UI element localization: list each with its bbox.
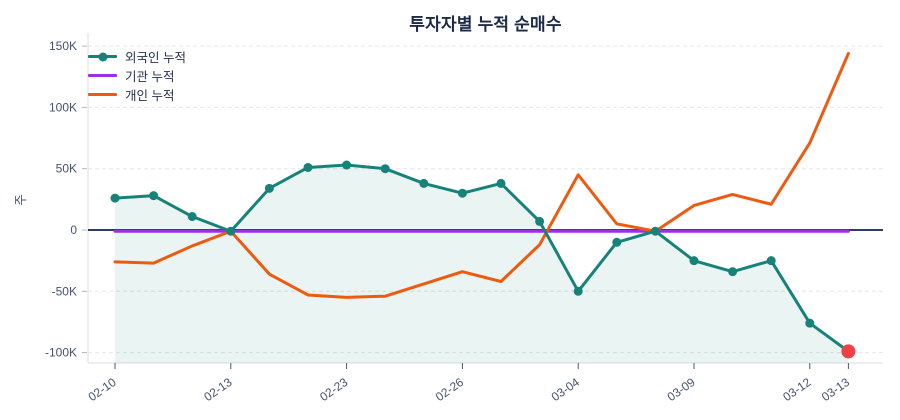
foreigner-marker bbox=[535, 216, 545, 226]
foreigner-marker bbox=[766, 256, 776, 266]
foreigner-marker bbox=[805, 318, 815, 328]
x-tick-label: 03-12 bbox=[780, 375, 813, 404]
foreigner-marker bbox=[419, 178, 429, 188]
legend-swatch-foreigner-line-icon bbox=[88, 52, 117, 61]
legend-item-foreigner[interactable]: 외국인 누적 bbox=[88, 47, 186, 66]
last-point-highlight-dot bbox=[841, 344, 856, 359]
y-tick-label: 150K bbox=[49, 39, 77, 53]
foreigner-marker bbox=[573, 286, 583, 296]
y-tick-label: -50K bbox=[52, 284, 77, 298]
legend-swatch-institution-line-icon bbox=[88, 74, 117, 77]
foreigner-marker bbox=[110, 193, 120, 203]
individual-line bbox=[113, 51, 850, 299]
foreigner-marker bbox=[303, 162, 313, 172]
x-tick-label: 02-13 bbox=[201, 375, 234, 404]
x-tick-label: 03-04 bbox=[549, 375, 582, 404]
x-tick-label: 03-13 bbox=[819, 375, 852, 404]
legend-swatch-individual-line-icon bbox=[88, 93, 117, 96]
legend-label-individual: 개인 누적 bbox=[125, 89, 175, 103]
legend-item-institution[interactable]: 기관 누적 bbox=[88, 66, 186, 85]
chart-title: 투자자별 누적 순매수 bbox=[409, 15, 562, 34]
foreigner-marker bbox=[689, 256, 699, 266]
legend-label-foreigner: 외국인 누적 bbox=[125, 51, 186, 65]
foreigner-marker bbox=[264, 183, 274, 193]
x-tick-label: 03-09 bbox=[665, 375, 698, 404]
foreigner-marker bbox=[342, 160, 352, 170]
y-tick-label: 0 bbox=[70, 223, 77, 237]
legend: 외국인 누적 기관 누적 개인 누적 bbox=[88, 47, 186, 104]
x-tick-label: 02-10 bbox=[86, 375, 119, 404]
legend-swatch-foreigner-dot-icon bbox=[98, 52, 107, 61]
foreigner-marker bbox=[650, 226, 660, 236]
foreigner-line bbox=[113, 163, 850, 353]
x-tick-label: 02-23 bbox=[317, 375, 350, 404]
y-tick-label: 100K bbox=[49, 100, 77, 114]
foreigner-marker bbox=[149, 191, 159, 201]
foreigner-marker bbox=[496, 178, 506, 188]
foreigner-marker bbox=[187, 212, 197, 222]
foreigner-marker bbox=[380, 164, 390, 174]
x-tick-label: 02-26 bbox=[433, 375, 466, 404]
y-tick-label: 50K bbox=[56, 162, 77, 176]
y-tick-label: -100K bbox=[45, 346, 77, 360]
legend-item-individual[interactable]: 개인 누적 bbox=[88, 85, 186, 104]
foreigner-marker bbox=[612, 237, 622, 247]
foreigner-area-fill bbox=[115, 165, 849, 363]
foreigner-marker bbox=[226, 226, 236, 236]
legend-label-institution: 기관 누적 bbox=[125, 70, 175, 84]
foreigner-marker bbox=[457, 188, 467, 198]
foreigner-marker bbox=[728, 267, 738, 277]
